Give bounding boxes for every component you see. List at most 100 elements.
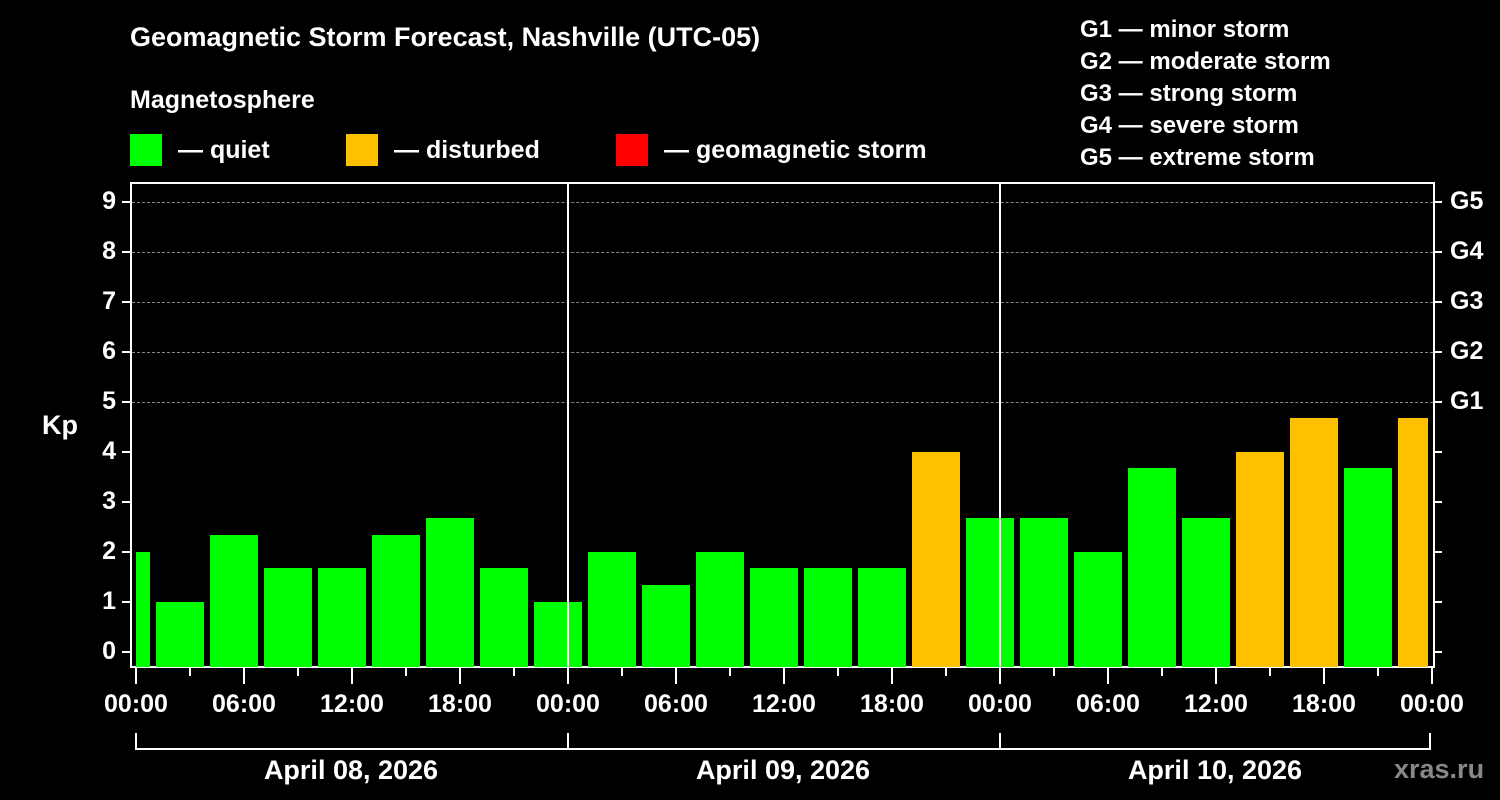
kp-bar xyxy=(1344,468,1392,667)
x-tick xyxy=(999,668,1001,684)
kp-bar xyxy=(1182,518,1230,667)
x-tick-label: 00:00 xyxy=(536,690,600,718)
kp-bar xyxy=(858,568,906,667)
x-tick xyxy=(1323,668,1325,684)
right-y-tick xyxy=(1433,601,1442,603)
chart-subtitle: Magnetosphere xyxy=(130,86,315,114)
kp-bar xyxy=(642,585,690,667)
x-tick-label: 12:00 xyxy=(1184,690,1248,718)
y-tick xyxy=(122,551,131,553)
g3-legend: G3 — strong storm xyxy=(1080,80,1298,107)
x-tick xyxy=(189,668,191,676)
disturbed-swatch xyxy=(346,134,378,166)
g-scale-label: G1 xyxy=(1450,387,1484,415)
x-tick xyxy=(297,668,299,676)
right-y-tick xyxy=(1433,551,1442,553)
kp-bar xyxy=(966,518,1014,667)
x-tick xyxy=(1377,668,1379,676)
y-tick xyxy=(122,351,131,353)
x-tick-label: 06:00 xyxy=(212,690,276,718)
kp-bar xyxy=(1398,418,1428,667)
gridline xyxy=(132,402,1433,403)
y-tick-label: 8 xyxy=(102,237,116,265)
x-tick xyxy=(405,668,407,676)
gridline xyxy=(132,352,1433,353)
g4-legend: G4 — severe storm xyxy=(1080,112,1299,139)
y-tick xyxy=(122,451,131,453)
kp-bar xyxy=(264,568,312,667)
y-tick xyxy=(122,601,131,603)
x-tick xyxy=(1215,668,1217,684)
x-tick xyxy=(1269,668,1271,676)
y-tick xyxy=(122,301,131,303)
y-tick-label: 7 xyxy=(102,287,116,315)
x-tick xyxy=(243,668,245,684)
date-bracket-tick xyxy=(1429,733,1431,749)
y-tick-label: 6 xyxy=(102,337,116,365)
x-tick xyxy=(621,668,623,676)
x-tick xyxy=(135,668,137,684)
kp-bar xyxy=(426,518,474,667)
g5-legend: G5 — extreme storm xyxy=(1080,144,1315,171)
right-y-tick xyxy=(1433,351,1442,353)
kp-bar xyxy=(1074,552,1122,667)
g-scale-legend: G1 — minor storm G2 — moderate storm G3 … xyxy=(1080,14,1331,174)
kp-bar xyxy=(588,552,636,667)
x-tick-label: 00:00 xyxy=(1400,690,1464,718)
kp-bar xyxy=(804,568,852,667)
legend-disturbed: — disturbed xyxy=(346,134,540,166)
kp-bar xyxy=(1128,468,1176,667)
y-tick xyxy=(122,251,131,253)
y-tick-label: 2 xyxy=(102,537,116,565)
kp-bar xyxy=(912,452,960,667)
y-tick xyxy=(122,651,131,653)
x-tick xyxy=(513,668,515,676)
g2-legend: G2 — moderate storm xyxy=(1080,48,1331,75)
date-bracket xyxy=(135,748,1431,750)
y-tick-label: 9 xyxy=(102,187,116,215)
quiet-swatch xyxy=(130,134,162,166)
legend-storm-label: — geomagnetic storm xyxy=(664,135,927,164)
y-tick xyxy=(122,501,131,503)
x-tick-label: 06:00 xyxy=(1076,690,1140,718)
x-tick-label: 00:00 xyxy=(968,690,1032,718)
kp-bar xyxy=(1020,518,1068,667)
gridline xyxy=(132,302,1433,303)
kp-bar xyxy=(696,552,744,667)
x-tick-label: 06:00 xyxy=(644,690,708,718)
y-tick-label: 5 xyxy=(102,387,116,415)
y-tick xyxy=(122,401,131,403)
chart-title: Geomagnetic Storm Forecast, Nashville (U… xyxy=(130,22,761,52)
date-label: April 08, 2026 xyxy=(263,755,439,785)
g-scale-label: G5 xyxy=(1450,187,1484,215)
x-tick xyxy=(783,668,785,684)
right-y-tick xyxy=(1433,651,1442,653)
x-tick xyxy=(1431,668,1433,684)
day-separator xyxy=(999,182,1001,668)
y-tick-label: 0 xyxy=(102,637,116,665)
x-tick xyxy=(567,668,569,684)
kp-bar xyxy=(480,568,528,667)
x-tick-label: 18:00 xyxy=(428,690,492,718)
x-tick-label: 18:00 xyxy=(1292,690,1356,718)
y-axis-label: Kp xyxy=(42,410,78,440)
x-tick xyxy=(891,668,893,684)
day-separator xyxy=(567,182,569,668)
y-tick-label: 4 xyxy=(102,437,116,465)
kp-bar xyxy=(750,568,798,667)
kp-bar xyxy=(534,602,582,667)
x-tick xyxy=(459,668,461,684)
right-y-tick xyxy=(1433,301,1442,303)
x-tick xyxy=(729,668,731,676)
x-tick-label: 12:00 xyxy=(752,690,816,718)
kp-bar xyxy=(1290,418,1338,667)
g-scale-label: G3 xyxy=(1450,287,1484,315)
x-tick xyxy=(945,668,947,676)
x-tick-label: 00:00 xyxy=(104,690,168,718)
legend-storm: — geomagnetic storm xyxy=(616,134,927,166)
g-scale-label: G4 xyxy=(1450,237,1484,265)
x-tick xyxy=(837,668,839,676)
kp-bar xyxy=(1236,452,1284,667)
y-tick-label: 3 xyxy=(102,487,116,515)
plot-frame xyxy=(130,182,1435,668)
